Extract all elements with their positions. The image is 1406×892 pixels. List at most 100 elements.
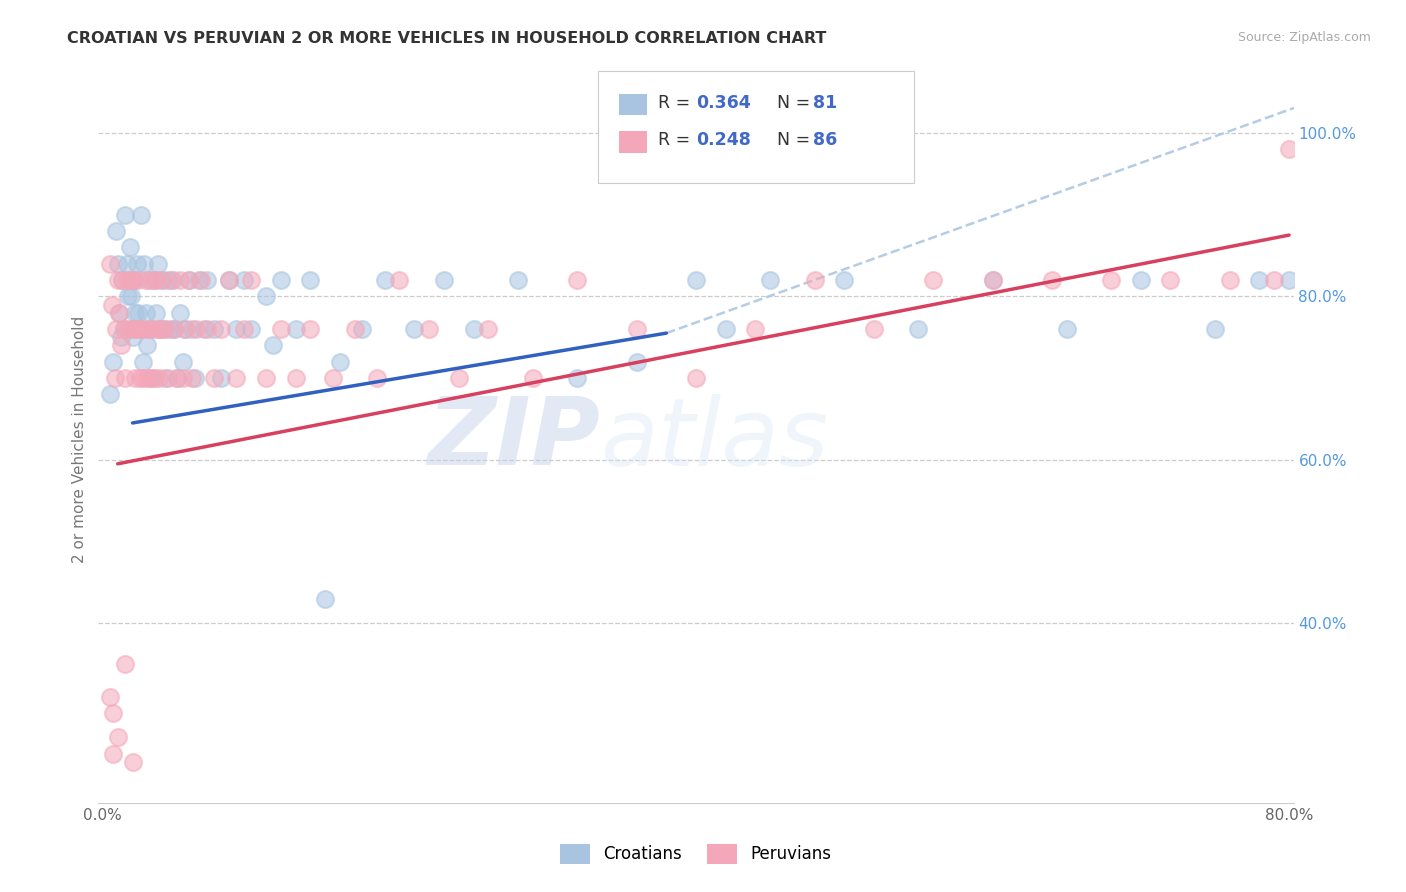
Point xyxy=(1159,273,1181,287)
Point xyxy=(134,257,156,271)
Point xyxy=(124,371,146,385)
Point xyxy=(107,257,129,271)
Point xyxy=(626,322,648,336)
Point xyxy=(136,371,159,385)
Point xyxy=(1292,273,1315,287)
Text: atlas: atlas xyxy=(600,393,828,485)
Point xyxy=(98,690,121,704)
Point xyxy=(254,371,277,385)
Point xyxy=(135,306,157,320)
Point xyxy=(114,657,136,671)
Text: 0.248: 0.248 xyxy=(696,131,751,149)
Point xyxy=(117,289,139,303)
Point xyxy=(173,322,195,336)
Point xyxy=(184,371,207,385)
Point xyxy=(121,755,143,769)
Point xyxy=(139,322,162,336)
Point xyxy=(254,289,277,303)
Point xyxy=(188,273,211,287)
Point xyxy=(105,224,128,238)
Point xyxy=(284,322,307,336)
Point xyxy=(211,371,233,385)
Point xyxy=(118,240,141,254)
Point xyxy=(447,371,470,385)
Point xyxy=(121,330,143,344)
Point xyxy=(329,355,352,369)
Point xyxy=(174,322,197,336)
Point xyxy=(131,208,153,222)
Point xyxy=(180,322,202,336)
Point xyxy=(218,273,240,287)
Point xyxy=(218,273,240,287)
Point xyxy=(1099,273,1122,287)
Point xyxy=(922,273,945,287)
Point xyxy=(832,273,855,287)
Point xyxy=(100,297,122,311)
Point xyxy=(744,322,766,336)
Point xyxy=(105,322,128,336)
Point xyxy=(169,273,191,287)
Point xyxy=(111,273,134,287)
Point xyxy=(112,322,135,336)
Point xyxy=(506,273,529,287)
Point xyxy=(129,322,152,336)
Point xyxy=(146,322,169,336)
Point xyxy=(240,273,263,287)
Point xyxy=(202,322,225,336)
Point xyxy=(114,371,136,385)
Text: 86: 86 xyxy=(813,131,837,149)
Point xyxy=(299,322,322,336)
Point xyxy=(107,273,129,287)
Point xyxy=(148,371,170,385)
Point xyxy=(131,322,153,336)
Point xyxy=(366,371,388,385)
Point xyxy=(863,322,886,336)
Point xyxy=(211,322,233,336)
Point xyxy=(145,273,167,287)
Point xyxy=(1129,273,1152,287)
Point xyxy=(129,371,152,385)
Point xyxy=(981,273,1004,287)
Point xyxy=(163,322,186,336)
Point xyxy=(150,273,173,287)
Point xyxy=(1040,273,1063,287)
Point xyxy=(299,273,322,287)
Point xyxy=(190,273,212,287)
Point xyxy=(138,322,160,336)
Point xyxy=(626,355,648,369)
Point xyxy=(714,322,737,336)
Point xyxy=(124,306,146,320)
Point xyxy=(803,273,825,287)
Point xyxy=(1204,322,1226,336)
Point xyxy=(157,371,180,385)
Point xyxy=(149,322,172,336)
Point xyxy=(110,330,132,344)
Point xyxy=(142,322,165,336)
Point xyxy=(139,371,162,385)
Point xyxy=(150,273,173,287)
Point xyxy=(153,322,176,336)
Point xyxy=(157,273,180,287)
Point xyxy=(120,322,142,336)
Point xyxy=(103,747,125,761)
Point xyxy=(172,371,194,385)
Point xyxy=(122,273,145,287)
Point xyxy=(138,273,160,287)
Point xyxy=(418,322,440,336)
Point xyxy=(125,322,148,336)
Legend: Croatians, Peruvians: Croatians, Peruvians xyxy=(554,837,838,871)
Point xyxy=(232,322,254,336)
Point xyxy=(134,322,156,336)
Point xyxy=(1278,142,1301,156)
Point xyxy=(118,273,141,287)
Point xyxy=(143,371,166,385)
Point xyxy=(108,306,131,320)
Point xyxy=(103,355,125,369)
Point xyxy=(1278,273,1301,287)
Point xyxy=(104,371,127,385)
Text: CROATIAN VS PERUVIAN 2 OR MORE VEHICLES IN HOUSEHOLD CORRELATION CHART: CROATIAN VS PERUVIAN 2 OR MORE VEHICLES … xyxy=(67,31,827,46)
Point xyxy=(136,338,159,352)
Point xyxy=(404,322,426,336)
Point xyxy=(388,273,411,287)
Text: ZIP: ZIP xyxy=(427,393,600,485)
